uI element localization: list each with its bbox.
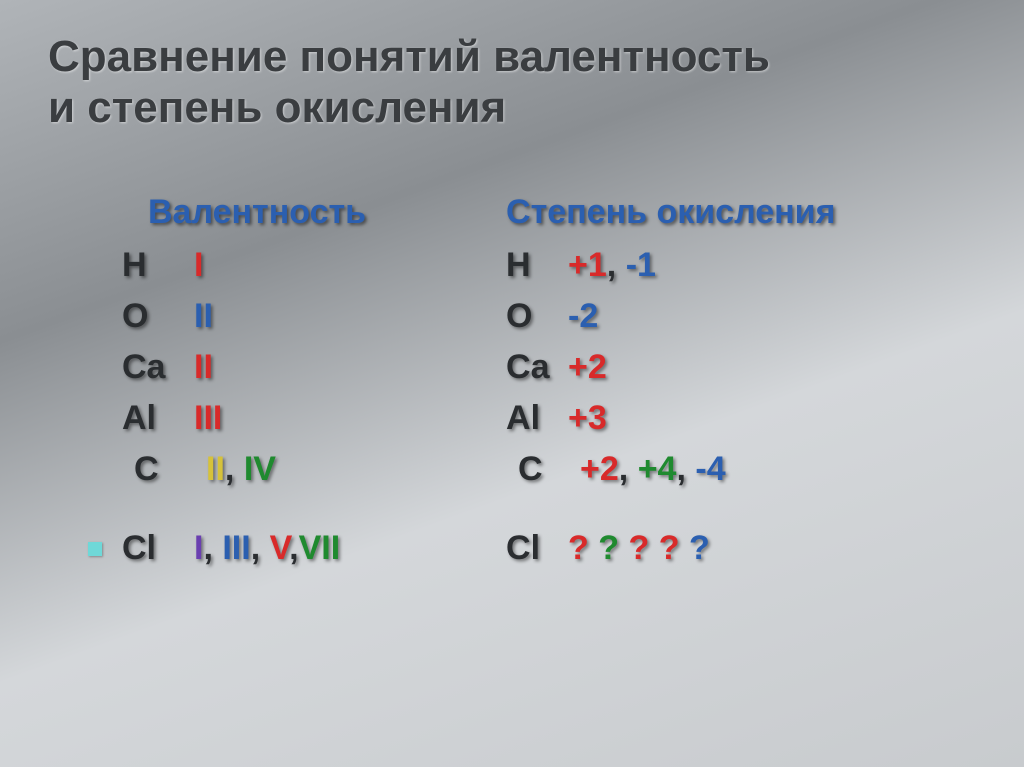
element-symbol: Al — [122, 393, 194, 444]
element-values: II — [194, 291, 213, 342]
value-part: VII — [299, 529, 341, 567]
value-part: IV — [244, 450, 276, 488]
value-part: II — [194, 348, 213, 386]
data-row: Ca +2 — [506, 342, 835, 393]
element-symbol: O — [122, 291, 194, 342]
left-bullet-row: Cl I, III, V,VII — [88, 523, 366, 574]
element-values: ? ? ? ? ? — [568, 523, 710, 574]
element-symbol: C — [134, 444, 206, 495]
value-part: , — [619, 450, 638, 488]
element-symbol: Al — [506, 393, 568, 444]
element-symbol: Ca — [506, 342, 568, 393]
element-values: II — [194, 342, 213, 393]
value-part: , — [676, 450, 695, 488]
element-values: +2 — [568, 342, 607, 393]
value-part: +2 — [568, 348, 607, 386]
data-row: O -2 — [506, 291, 835, 342]
element-values: III — [194, 393, 222, 444]
left-header: Валентность — [88, 193, 366, 232]
element-values: +2, +4, -4 — [580, 444, 726, 495]
element-values: +3 — [568, 393, 607, 444]
bullet-icon — [88, 542, 102, 556]
right-header: Степень окисления — [506, 193, 835, 232]
element-symbol: Cl — [506, 523, 568, 574]
right-bullet-row: Cl ? ? ? ? ? — [472, 523, 835, 574]
value-part: , — [289, 529, 298, 567]
value-part — [649, 529, 658, 567]
data-row: C II, IV — [122, 444, 366, 495]
value-part: II — [194, 297, 213, 335]
value-part: +4 — [638, 450, 677, 488]
element-symbol: H — [506, 240, 568, 291]
value-part: +1 — [568, 246, 607, 284]
value-part: III — [222, 529, 250, 567]
element-values: II, IV — [206, 444, 276, 495]
columns: Валентность H I O II Ca II Al III C II, … — [48, 193, 976, 574]
value-part: -2 — [568, 297, 598, 335]
value-part: , — [251, 529, 270, 567]
data-row: Ca II — [122, 342, 366, 393]
data-row: H +1, -1 — [506, 240, 835, 291]
value-part: V — [270, 529, 290, 567]
data-row: Al +3 — [506, 393, 835, 444]
value-part: , — [203, 529, 222, 567]
value-part — [680, 529, 689, 567]
element-symbol: H — [122, 240, 194, 291]
value-part — [589, 529, 598, 567]
value-part: II — [206, 450, 225, 488]
element-values: +1, -1 — [568, 240, 656, 291]
element-symbol: C — [518, 444, 580, 495]
left-column: Валентность H I O II Ca II Al III C II, … — [88, 193, 366, 574]
value-part: ? — [629, 529, 650, 567]
right-bullet-content: Cl ? ? ? ? ? — [506, 523, 710, 574]
value-part: I — [194, 246, 203, 284]
data-row: C +2, +4, -4 — [506, 444, 835, 495]
element-symbol: O — [506, 291, 568, 342]
element-values: I — [194, 240, 203, 291]
element-values: I, III, V,VII — [194, 523, 340, 574]
value-part: +3 — [568, 399, 607, 437]
left-bullet-content: Cl I, III, V,VII — [122, 523, 340, 574]
right-column: Степень окисления H +1, -1 O -2 Ca +2 Al… — [506, 193, 835, 574]
slide-title: Сравнение понятий валентность и степень … — [48, 32, 976, 133]
value-part: , — [607, 246, 626, 284]
value-part: ? — [598, 529, 619, 567]
data-row: O II — [122, 291, 366, 342]
slide: Сравнение понятий валентность и степень … — [0, 0, 1024, 767]
title-line-2: и степень окисления — [48, 83, 506, 132]
left-rows: H I O II Ca II Al III C II, IV — [88, 240, 366, 495]
value-part: -4 — [695, 450, 725, 488]
value-part: ? — [659, 529, 680, 567]
value-part: ? — [689, 529, 710, 567]
right-rows: H +1, -1 O -2 Ca +2 Al +3 C +2, +4, -4 — [506, 240, 835, 495]
value-part — [619, 529, 628, 567]
value-part: , — [225, 450, 244, 488]
element-symbol: Cl — [122, 523, 194, 574]
data-row: Al III — [122, 393, 366, 444]
element-symbol: Ca — [122, 342, 194, 393]
value-part: III — [194, 399, 222, 437]
value-part: +2 — [580, 450, 619, 488]
value-part: ? — [568, 529, 589, 567]
element-values: -2 — [568, 291, 598, 342]
title-line-1: Сравнение понятий валентность — [48, 32, 770, 81]
value-part: -1 — [626, 246, 656, 284]
data-row: H I — [122, 240, 366, 291]
